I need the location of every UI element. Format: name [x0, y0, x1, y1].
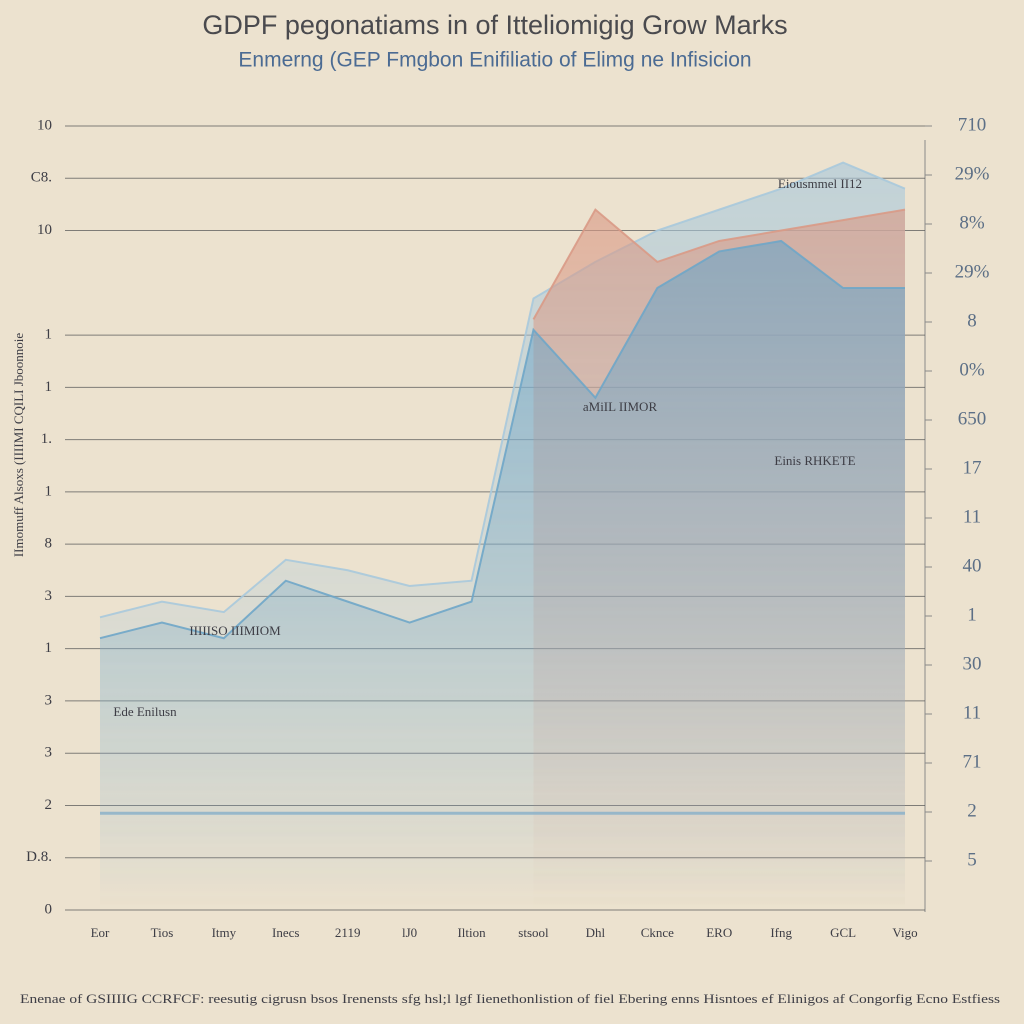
area-edge	[99, 239, 905, 640]
annotation: aMiIL IIMOR	[583, 399, 658, 414]
y2-tick-label: 8%	[959, 212, 985, 233]
area-edge	[532, 208, 906, 320]
y-tick-label: 1	[45, 483, 53, 499]
y2-tick-label: 2	[967, 800, 977, 821]
y2-tick-label: 29%	[955, 163, 990, 184]
y2-tick-label: 8	[967, 310, 977, 331]
y2-tick-label: 11	[963, 702, 981, 723]
y-tick-label: 10	[37, 117, 52, 133]
x-tick-label: GCL	[830, 925, 856, 940]
y-tick-label: 8	[45, 536, 53, 552]
x-tick-label: Itmy	[212, 925, 237, 940]
x-tick-label: Iltion	[457, 925, 486, 940]
annotation: Eiousmmel II12	[778, 176, 862, 191]
chart-subtitle: Enmerng (GEP Fmgbon Enifiliatio of Elimg…	[238, 49, 751, 72]
y-tick-label: 0	[45, 901, 53, 917]
y2-tick-label: 29%	[955, 261, 990, 282]
annotation: Einis RHKETE	[774, 453, 855, 468]
y2-tick-label: 71	[963, 751, 982, 772]
y-tick-label: D.8.	[26, 849, 52, 865]
y2-tick-label: 710	[958, 114, 987, 135]
y2-tick-label: 5	[967, 849, 977, 870]
y2-tick-label: 1	[967, 604, 977, 625]
y2-tick-label: 0%	[959, 359, 985, 380]
y2-tick-label: 17	[963, 457, 982, 478]
y-tick-label: 1	[45, 327, 53, 343]
x-tick-label: 2119	[335, 925, 361, 940]
footer: Enenae of GSIIIIG CCRFCF: reesutig cigru…	[20, 991, 1000, 1006]
x-tick-label: Cknce	[641, 925, 674, 940]
x-tick-label: Eor	[91, 925, 110, 940]
y2-tick-label: 11	[963, 506, 981, 527]
x-tick-label: ERO	[706, 925, 732, 940]
y-tick-label: 10	[37, 222, 52, 238]
y2-tick-label: 40	[963, 555, 982, 576]
x-tick-label: Dhl	[586, 925, 606, 940]
y2-tick-label: 650	[958, 408, 987, 429]
area-edge	[99, 161, 906, 619]
x-tick-label: Tios	[151, 925, 174, 940]
annotation: IIIIISO IIIMIOM	[189, 623, 281, 638]
annotation: Ede Enilusn	[113, 704, 177, 719]
y2-tick-label: 30	[963, 653, 982, 674]
area-fill	[100, 240, 905, 910]
y-axis-label: IImomuff Alsoxs (IIIIMI CQILI Jboonnoie	[11, 333, 26, 558]
x-tick-label: Ifng	[770, 925, 792, 940]
y-tick-label: 3	[45, 745, 53, 761]
y-tick-label: 2	[45, 797, 53, 813]
y-tick-label: 1	[45, 640, 53, 656]
y-tick-label: C8.	[31, 170, 52, 186]
x-tick-label: Vigo	[892, 925, 917, 940]
x-tick-label: Inecs	[272, 925, 299, 940]
x-tick-label: lJ0	[402, 925, 417, 940]
y-tick-label: 1.	[41, 431, 52, 447]
x-tick-label: stsool	[518, 925, 549, 940]
y-tick-label: 3	[45, 692, 53, 708]
y-tick-label: 3	[45, 588, 53, 604]
chart-title: GDPF pegonatiams in of Itteliomigig Grow…	[202, 10, 787, 40]
y-tick-label: 1	[45, 379, 53, 395]
